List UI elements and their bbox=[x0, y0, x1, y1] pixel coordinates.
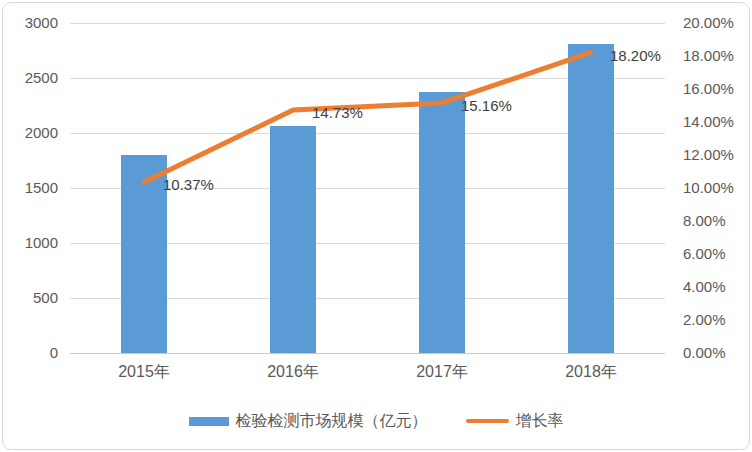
x-axis-category-label: 2018年 bbox=[531, 362, 651, 383]
left-axis-tick-label: 1500 bbox=[0, 179, 58, 197]
right-axis-tick-label: 16.00% bbox=[683, 80, 734, 98]
legend-item: 增长率 bbox=[466, 411, 564, 432]
left-axis-tick-label: 500 bbox=[0, 289, 58, 307]
growth-rate-data-label: 18.20% bbox=[610, 47, 661, 64]
right-axis-tick-label: 10.00% bbox=[683, 179, 734, 197]
left-axis-tick-label: 2500 bbox=[0, 69, 58, 87]
market-scale-bar bbox=[419, 92, 465, 353]
growth-rate-data-label: 10.37% bbox=[163, 176, 214, 193]
right-axis-tick-label: 0.00% bbox=[683, 344, 726, 362]
growth-rate-data-label: 14.73% bbox=[312, 104, 363, 121]
market-scale-bar bbox=[568, 44, 614, 353]
left-axis-tick-label: 0 bbox=[0, 344, 58, 362]
chart-canvas: 3000 2500 2000 1500 1000 500 0 20.00% 18.00% 16.0… bbox=[0, 0, 752, 452]
right-axis-tick-label: 6.00% bbox=[683, 245, 726, 263]
x-axis-category-label: 2017年 bbox=[382, 362, 502, 383]
right-axis-tick-label: 12.00% bbox=[683, 146, 734, 164]
x-axis-category-label: 2016年 bbox=[233, 362, 353, 383]
growth-rate-data-label: 15.16% bbox=[461, 97, 512, 114]
legend-label: 检验检测市场规模（亿元） bbox=[236, 411, 428, 432]
x-axis-category-label: 2015年 bbox=[84, 362, 204, 383]
left-axis-tick-label: 2000 bbox=[0, 124, 58, 142]
right-axis-tick-label: 18.00% bbox=[683, 47, 734, 65]
legend-label: 增长率 bbox=[516, 411, 564, 432]
left-axis-tick-label: 3000 bbox=[0, 14, 58, 32]
legend-line-swatch-icon bbox=[466, 419, 509, 423]
left-axis-tick-label: 1000 bbox=[0, 234, 58, 252]
legend-bar-swatch-icon bbox=[189, 417, 229, 426]
market-scale-bar bbox=[270, 126, 316, 353]
right-axis-tick-label: 4.00% bbox=[683, 278, 726, 296]
legend-item: 检验检测市场规模（亿元） bbox=[189, 411, 428, 432]
chart-legend: 检验检测市场规模（亿元） 增长率 bbox=[0, 406, 752, 436]
right-axis-tick-label: 20.00% bbox=[683, 14, 734, 32]
grid-line bbox=[70, 23, 665, 24]
x-axis-line bbox=[70, 353, 665, 354]
right-axis-tick-label: 2.00% bbox=[683, 311, 726, 329]
right-axis-tick-label: 8.00% bbox=[683, 212, 726, 230]
market-scale-bar bbox=[121, 155, 167, 353]
right-axis-tick-label: 14.00% bbox=[683, 113, 734, 131]
